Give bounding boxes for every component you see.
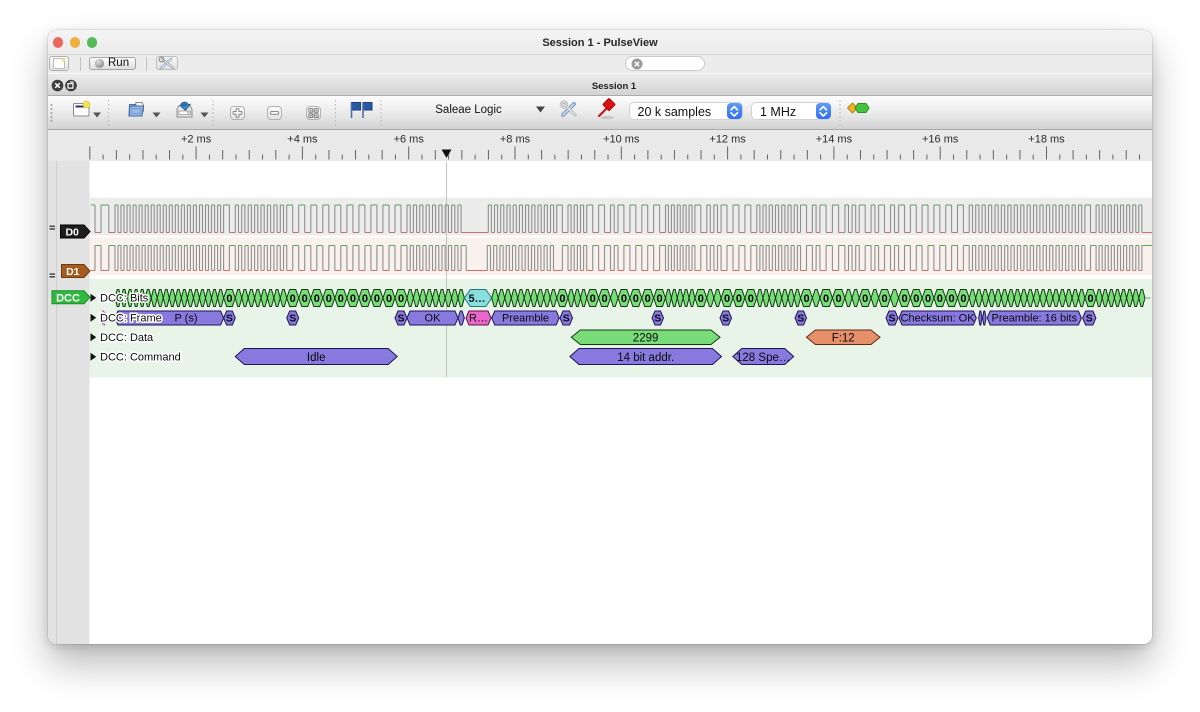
svg-text:S: S [397, 313, 404, 325]
svg-text:0: 0 [736, 293, 742, 305]
svg-text:R…: R… [469, 313, 488, 325]
svg-text:Preamble: Preamble [502, 313, 549, 325]
svg-text:0: 0 [645, 293, 651, 305]
svg-text:+12 ms: +12 ms [709, 134, 746, 146]
svg-text:14 bit addr.: 14 bit addr. [617, 352, 674, 364]
svg-text:S: S [888, 313, 895, 325]
svg-text:0: 0 [338, 293, 344, 305]
svg-text:0: 0 [803, 293, 809, 305]
svg-text:0: 0 [398, 293, 404, 305]
svg-text:P (s): P (s) [174, 313, 197, 325]
svg-text:+18 ms: +18 ms [1028, 134, 1065, 146]
svg-text:+14 ms: +14 ms [816, 134, 853, 146]
svg-text:0: 0 [302, 293, 308, 305]
svg-text:0: 0 [621, 293, 627, 305]
svg-text:2299: 2299 [633, 333, 659, 345]
svg-text:128 Spe…: 128 Spe… [736, 352, 790, 364]
svg-text:0: 0 [862, 293, 868, 305]
svg-text:0: 0 [1087, 293, 1093, 305]
svg-text:0: 0 [823, 293, 829, 305]
svg-text:0: 0 [326, 293, 332, 305]
svg-text:OK: OK [425, 313, 442, 325]
svg-text:Preamble: 16 bits: Preamble: 16 bits [991, 313, 1077, 325]
svg-text:S: S [1086, 313, 1093, 325]
svg-text:+16 ms: +16 ms [922, 134, 959, 146]
svg-text:0: 0 [559, 293, 565, 305]
svg-text:S: S [797, 313, 804, 325]
svg-text:S: S [722, 313, 729, 325]
svg-text:0: 0 [590, 293, 596, 305]
svg-text:Saleae Logic: Saleae Logic [435, 104, 502, 116]
svg-text:0: 0 [350, 293, 356, 305]
svg-text:0: 0 [901, 293, 907, 305]
svg-text:0: 0 [960, 293, 966, 305]
svg-text:DCC: Frame: DCC: Frame [100, 313, 162, 325]
svg-text:0: 0 [925, 293, 931, 305]
svg-text:S: S [563, 313, 570, 325]
svg-text:+6 ms: +6 ms [394, 134, 425, 146]
svg-text:+8 ms: +8 ms [500, 134, 531, 146]
svg-text:D1: D1 [66, 266, 80, 278]
svg-text:DCC: Bits: DCC: Bits [100, 293, 149, 305]
svg-text:DCC: Data: DCC: Data [100, 332, 154, 344]
svg-text:0: 0 [374, 293, 380, 305]
svg-text:0: 0 [386, 293, 392, 305]
svg-text:Idle: Idle [307, 352, 326, 364]
svg-text:0: 0 [657, 293, 663, 305]
svg-text:DCC: DCC [56, 292, 80, 304]
svg-text:F:12: F:12 [832, 333, 855, 345]
svg-text:0: 0 [314, 293, 320, 305]
svg-text:S: S [654, 313, 661, 325]
svg-text:D0: D0 [65, 226, 79, 238]
svg-text:0: 0 [290, 293, 296, 305]
svg-text:0: 0 [724, 293, 730, 305]
svg-text:0: 0 [748, 293, 754, 305]
svg-text:0: 0 [949, 293, 955, 305]
svg-text:S: S [226, 313, 233, 325]
svg-text:0: 0 [836, 293, 842, 305]
svg-text:5…: 5… [468, 293, 485, 305]
svg-text:+4 ms: +4 ms [287, 134, 318, 146]
svg-text:0: 0 [698, 293, 704, 305]
svg-text:DCC: Command: DCC: Command [100, 352, 181, 364]
svg-text:S: S [289, 313, 296, 325]
svg-text:0: 0 [937, 293, 943, 305]
svg-text:0: 0 [913, 293, 919, 305]
svg-text:Checksum: OK: Checksum: OK [901, 313, 976, 325]
svg-text:0: 0 [881, 293, 887, 305]
svg-text:+2 ms: +2 ms [181, 134, 212, 146]
svg-text:0: 0 [226, 293, 232, 305]
svg-text:0: 0 [362, 293, 368, 305]
svg-text:+10 ms: +10 ms [603, 134, 640, 146]
svg-text:0: 0 [633, 293, 639, 305]
svg-text:0: 0 [601, 293, 607, 305]
